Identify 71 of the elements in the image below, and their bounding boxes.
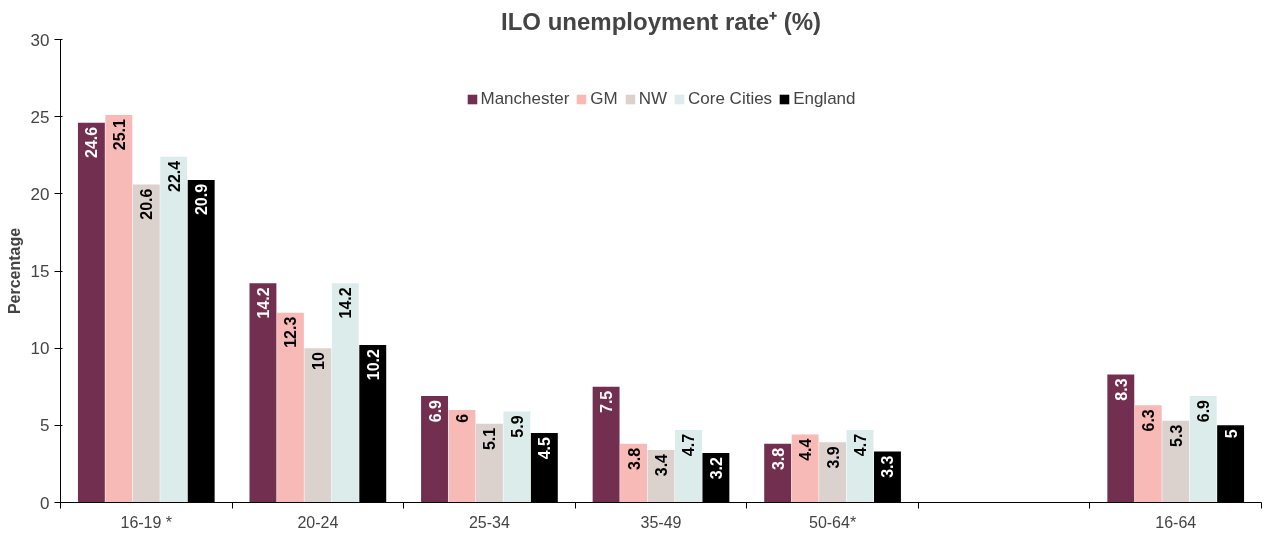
y-tick-label: 5 — [40, 416, 50, 436]
bar — [819, 442, 847, 503]
data-label: 3.4 — [653, 453, 670, 477]
data-label: 4.5 — [536, 436, 554, 460]
data-label: 4.4 — [797, 438, 815, 461]
x-tick-label: 20-24 — [297, 513, 339, 531]
bar — [105, 115, 133, 503]
data-label: 6.3 — [1140, 409, 1158, 432]
bar — [448, 409, 476, 503]
x-tick-label: 50-64* — [809, 513, 857, 531]
bar — [1107, 374, 1135, 503]
data-label: 5.3 — [1167, 424, 1185, 447]
bar — [276, 312, 304, 503]
x-tick-label: 35-49 — [640, 513, 682, 531]
bar — [331, 283, 359, 503]
data-label: 7.5 — [598, 390, 616, 413]
bar — [846, 429, 874, 503]
bar — [675, 429, 702, 503]
data-label: 3.2 — [707, 457, 725, 480]
data-label: 4.7 — [680, 433, 698, 457]
data-label: 12.3 — [282, 316, 300, 348]
data-label: 6.9 — [426, 399, 444, 423]
data-label: 3.3 — [879, 455, 897, 478]
data-label: 10 — [309, 352, 327, 370]
chart-title: ILO unemployment rate⁺ (%) — [500, 7, 822, 35]
y-tick-label: 25 — [30, 107, 50, 127]
data-label: 4.7 — [852, 433, 870, 457]
bar — [249, 283, 277, 503]
data-label: 6 — [453, 413, 471, 423]
legend-label: GM — [590, 89, 618, 109]
data-label: 14.2 — [254, 287, 272, 319]
bar — [1189, 396, 1217, 503]
y-tick-label: 30 — [30, 30, 50, 50]
data-label: 10.2 — [364, 348, 382, 381]
bar — [791, 434, 819, 503]
data-label: 3.8 — [769, 447, 787, 471]
data-label: 8.3 — [1112, 378, 1130, 401]
data-label: 3.8 — [625, 447, 643, 471]
legend-label: Manchester — [480, 89, 570, 109]
y-tick-label: 10 — [30, 339, 50, 359]
x-tick-label: 16-19 * — [120, 513, 173, 531]
data-label: 22.4 — [165, 160, 183, 192]
y-tick-label: 20 — [30, 184, 50, 204]
data-label: 14.2 — [337, 287, 355, 319]
bar — [503, 411, 531, 503]
data-label: 20.9 — [193, 183, 211, 216]
bar — [77, 122, 105, 503]
bar — [1162, 420, 1190, 503]
y-tick-label: 15 — [30, 262, 50, 281]
data-label: 3.9 — [824, 446, 842, 469]
legend-label: Core Cities — [688, 89, 773, 109]
bar — [475, 423, 503, 503]
bar — [421, 396, 448, 503]
data-label: 20.6 — [138, 188, 156, 220]
y-tick-label: 0 — [40, 493, 50, 513]
y-axis-title: Percentage — [5, 227, 23, 315]
x-tick-label: 25-34 — [468, 513, 510, 531]
bar — [160, 156, 188, 503]
data-label: 24.6 — [83, 126, 101, 158]
data-label: 6.9 — [1195, 399, 1213, 423]
legend-label: NW — [638, 89, 668, 109]
bar — [304, 348, 332, 503]
bar — [592, 386, 620, 503]
data-label: 5 — [1222, 429, 1240, 439]
x-tick-label: 16-64 — [1155, 513, 1197, 531]
legend-label: England — [793, 89, 856, 109]
data-label: 5.9 — [508, 415, 526, 438]
data-label: 5.1 — [481, 427, 499, 451]
bar — [1134, 405, 1162, 503]
bar — [132, 184, 160, 503]
data-label: 25.1 — [110, 119, 128, 151]
